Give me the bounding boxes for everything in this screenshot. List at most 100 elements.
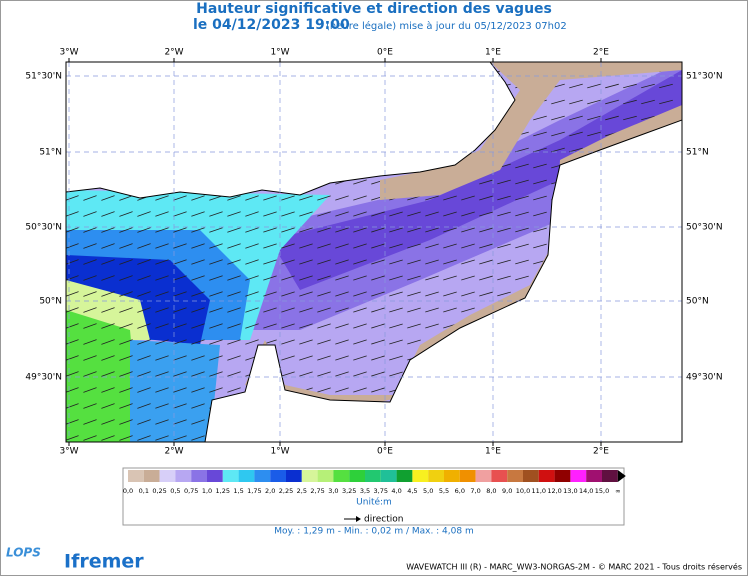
wave-arrow	[515, 243, 529, 249]
wave-arrow	[425, 195, 439, 201]
wave-arrow	[209, 291, 223, 297]
color-label: 2,0	[265, 487, 275, 495]
color-swatch	[238, 470, 255, 482]
wave-arrow	[101, 323, 115, 329]
wave-arrow	[407, 259, 421, 265]
wave-arrow	[281, 275, 295, 281]
wave-arrow	[119, 355, 133, 361]
lon-label: 1°E	[485, 48, 501, 58]
wave-arrow	[335, 355, 349, 361]
wave-arrow	[353, 307, 367, 313]
wave-arrow	[83, 435, 97, 441]
wave-arrow	[659, 83, 673, 89]
wave-arrow	[317, 307, 331, 313]
wave-arrow	[317, 371, 331, 377]
wave-arrow	[209, 323, 223, 329]
lon-label: 2°W	[164, 48, 183, 58]
wave-arrow	[353, 387, 367, 393]
wave-arrow	[623, 115, 637, 121]
wave-arrow	[137, 275, 151, 281]
wave-arrow	[281, 307, 295, 313]
wave-arrow	[533, 147, 547, 153]
wave-arrow	[263, 275, 277, 281]
wave-arrow	[173, 371, 187, 377]
color-label: 14,0	[579, 487, 593, 495]
wave-arrow	[263, 195, 277, 201]
wave-arrow	[101, 211, 115, 217]
date: le 04/12/2023 19:00	[193, 17, 350, 33]
wave-arrow	[191, 227, 205, 233]
wave-arrow	[173, 307, 187, 313]
wave-arrow	[515, 179, 529, 185]
color-swatch	[349, 470, 365, 482]
wave-arrow	[353, 323, 367, 329]
wave-arrow	[101, 371, 115, 377]
wave-arrow	[533, 195, 547, 201]
wave-arrow	[66, 275, 79, 281]
lon-label: 2°E	[593, 48, 609, 58]
wave-arrow	[335, 275, 349, 281]
color-swatch	[365, 470, 381, 482]
wave-arrow	[317, 339, 331, 345]
wave-arrow	[83, 403, 97, 409]
color-label: ∞	[615, 487, 620, 495]
wave-arrow	[389, 291, 403, 297]
wave-arrow	[245, 259, 259, 265]
color-label: 1,5	[233, 487, 243, 495]
wave-arrow	[137, 355, 151, 361]
stats: Moy. : 1,29 m - Min. : 0,02 m / Max. : 4…	[274, 527, 473, 537]
wave-arrow	[317, 323, 331, 329]
wave-arrow	[137, 243, 151, 249]
wave-arrow	[227, 339, 241, 345]
wave-arrow	[389, 275, 403, 281]
wave-arrow	[173, 227, 187, 233]
wave-arrow	[353, 195, 367, 201]
color-swatch	[554, 470, 571, 482]
color-label: 5,5	[439, 487, 449, 495]
wave-arrow	[641, 83, 655, 89]
wave-arrow	[83, 339, 97, 345]
wave-arrow	[101, 339, 115, 345]
wave-arrow	[119, 387, 133, 393]
wave-arrow	[191, 307, 205, 313]
wave-arrow	[533, 227, 547, 233]
wave-arrow	[155, 243, 169, 249]
grid	[66, 62, 682, 442]
land-france	[204, 119, 682, 442]
wave-arrow	[299, 355, 313, 361]
color-swatch	[396, 470, 413, 482]
wave-arrow	[155, 211, 169, 217]
wave-arrow	[299, 195, 313, 201]
wave-arrow	[191, 211, 205, 217]
wave-arrow	[353, 243, 367, 249]
wave-arrow	[587, 83, 601, 89]
wave-arrow	[155, 419, 169, 425]
wave-arrow	[191, 371, 205, 377]
wave-arrow	[173, 275, 187, 281]
wave-arrow	[299, 211, 313, 217]
wave-arrow	[281, 195, 295, 201]
color-label: 7,0	[470, 487, 480, 495]
wave-arrow	[173, 259, 187, 265]
wave-arrow	[533, 131, 547, 137]
wave-arrow	[461, 259, 475, 265]
color-label: 9,0	[502, 487, 512, 495]
wave-arrow	[191, 243, 205, 249]
land-england	[66, 62, 516, 199]
color-label: 2,75	[310, 487, 324, 495]
wave-arrow	[245, 339, 259, 345]
lon-label: 3°W	[59, 447, 78, 457]
wave-arrow	[173, 419, 187, 425]
wave-arrow	[515, 195, 529, 201]
color-swatch	[191, 470, 207, 482]
wave-arrow	[263, 323, 277, 329]
color-label: 0,0	[123, 487, 133, 495]
wave-arrow	[425, 307, 439, 313]
color-label: 11,0	[532, 487, 546, 495]
wave-arrow	[263, 211, 277, 217]
wave-arrow	[335, 195, 349, 201]
wave-arrow	[155, 371, 169, 377]
wave-arrow	[245, 291, 259, 297]
wave-arrow	[137, 403, 151, 409]
wave-arrow	[443, 259, 457, 265]
